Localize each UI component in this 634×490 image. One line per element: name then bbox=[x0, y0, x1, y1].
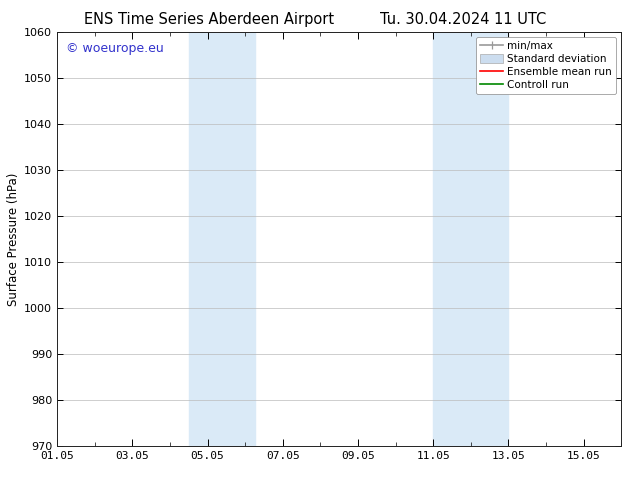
Text: © woeurope.eu: © woeurope.eu bbox=[65, 42, 164, 55]
Bar bbox=[433, 32, 508, 446]
Y-axis label: Surface Pressure (hPa): Surface Pressure (hPa) bbox=[7, 172, 20, 306]
Legend: min/max, Standard deviation, Ensemble mean run, Controll run: min/max, Standard deviation, Ensemble me… bbox=[476, 37, 616, 94]
Bar bbox=[189, 32, 254, 446]
Text: Tu. 30.04.2024 11 UTC: Tu. 30.04.2024 11 UTC bbox=[380, 12, 546, 27]
Text: ENS Time Series Aberdeen Airport: ENS Time Series Aberdeen Airport bbox=[84, 12, 334, 27]
